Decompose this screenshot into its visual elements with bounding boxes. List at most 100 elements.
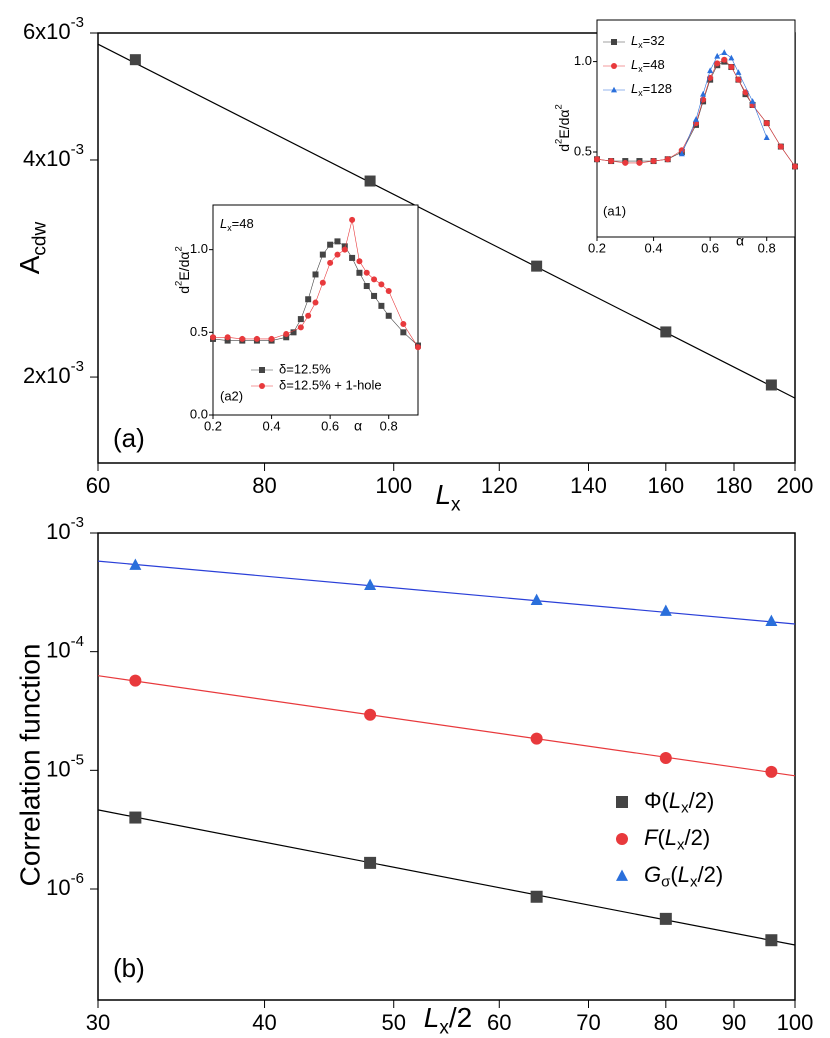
data-point <box>735 76 742 83</box>
text-part: L <box>424 1002 440 1033</box>
data-point <box>319 279 326 286</box>
text-part: E/dα <box>176 252 192 281</box>
x-tick-label: 0.4 <box>263 418 281 433</box>
text-part: L <box>669 788 681 813</box>
x-tick-label: 100 <box>375 473 412 498</box>
legend-label: Φ(Lx/2) <box>644 788 714 817</box>
data-point <box>327 259 334 266</box>
data-point <box>678 147 685 154</box>
legend-label: δ=12.5% <box>279 361 331 376</box>
data-point <box>378 302 385 309</box>
data-point <box>341 246 348 253</box>
legend-label: Gσ(Lx/2) <box>644 862 723 891</box>
text-part: -5 <box>71 751 84 768</box>
x-tick-label: 30 <box>86 1010 110 1035</box>
data-point <box>378 281 385 288</box>
text-part: G <box>644 862 661 887</box>
x-tick-label: 80 <box>654 1010 678 1035</box>
legend-marker <box>611 86 617 93</box>
data-point <box>129 558 142 570</box>
text-part: L <box>220 216 227 231</box>
legend-marker <box>616 833 628 845</box>
x-tick-label: 0.8 <box>380 418 398 433</box>
data-point <box>356 258 363 265</box>
text-part: L <box>678 862 690 887</box>
text-part: /2) <box>685 825 711 850</box>
x-tick-label: 80 <box>252 473 276 498</box>
x-tick-label: 160 <box>647 473 684 498</box>
x-tick-label: 200 <box>777 473 814 498</box>
data-point <box>400 329 407 336</box>
text-part: Φ( <box>644 788 670 813</box>
text-part: L <box>631 57 638 72</box>
data-point <box>735 69 742 75</box>
data-point <box>700 96 707 103</box>
legend-label: Lx=128 <box>631 81 672 98</box>
data-point <box>305 312 312 319</box>
data-point <box>364 578 377 590</box>
x-tick-label: 0.6 <box>321 418 339 433</box>
y-axis-label: Correlation function <box>14 644 45 887</box>
data-point <box>334 238 341 245</box>
data-point <box>664 156 671 163</box>
data-point <box>693 116 699 122</box>
data-point <box>650 158 657 165</box>
data-point <box>341 243 348 250</box>
text-part: d <box>556 144 572 152</box>
y-tick-label: 6x10-3 <box>23 14 84 44</box>
text-part: 2 <box>553 139 564 144</box>
y-tick-label: 0.0 <box>190 406 208 421</box>
data-point <box>268 335 275 342</box>
data-point <box>742 89 749 96</box>
data-point <box>371 276 378 283</box>
text-part: ( <box>670 862 678 887</box>
text-part: =48 <box>232 216 254 231</box>
data-point <box>714 52 721 59</box>
text-part: -6 <box>71 870 84 887</box>
data-point <box>636 159 643 166</box>
data-point <box>363 269 370 276</box>
data-point <box>210 334 216 341</box>
fit-line <box>97 43 796 399</box>
x-tick-label: 50 <box>381 1010 405 1035</box>
data-point <box>415 344 421 351</box>
text-part: /2) <box>697 862 723 887</box>
data-point <box>297 324 304 331</box>
legend-marker <box>611 63 617 69</box>
data-point <box>707 67 714 74</box>
x-tick-label: 140 <box>570 473 607 498</box>
text-part: x <box>451 494 461 515</box>
text-part: x <box>677 837 685 854</box>
text-part: =128 <box>643 81 672 96</box>
plot-area <box>212 204 419 416</box>
data-point <box>363 283 370 290</box>
text-part: 4x10 <box>23 146 71 171</box>
data-point <box>728 54 735 61</box>
text-part: L <box>665 825 677 850</box>
data-point <box>283 334 290 341</box>
data-point <box>334 251 341 258</box>
x-tick-label: 60 <box>487 1010 511 1035</box>
text-part: =48 <box>643 57 665 72</box>
text-part: /2) <box>689 788 715 813</box>
x-tick-label: 0.8 <box>758 240 776 255</box>
series-line <box>212 241 419 346</box>
data-point <box>765 614 778 626</box>
data-point <box>356 269 363 276</box>
text-part: -3 <box>71 141 84 158</box>
legend-label: δ=12.5% + 1-hole <box>279 377 382 392</box>
data-point <box>659 912 672 925</box>
data-point <box>385 312 392 319</box>
data-point <box>283 330 290 337</box>
text-part: A <box>14 255 45 274</box>
data-point <box>385 287 392 294</box>
x-tick-label: 90 <box>722 1010 746 1035</box>
x-tick-label: 120 <box>481 473 518 498</box>
x-axis-label: Lx <box>435 479 461 515</box>
data-point <box>763 134 770 140</box>
text-part: L <box>435 479 451 510</box>
y-tick-label: 10-6 <box>46 870 84 900</box>
data-point <box>792 163 798 170</box>
data-point <box>728 64 735 71</box>
